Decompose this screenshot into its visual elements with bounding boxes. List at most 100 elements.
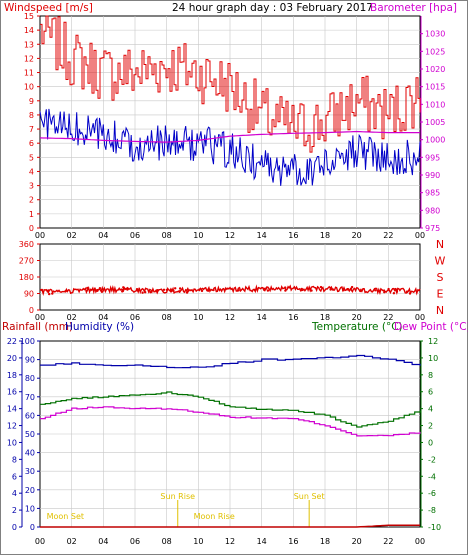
rainfall-tick-label: 10 xyxy=(7,438,17,447)
temperature-tick-label: -2 xyxy=(428,455,436,464)
wind-direction-point xyxy=(51,292,54,295)
temperature-tick-label: 0 xyxy=(428,438,433,447)
wind-direction-point xyxy=(395,290,399,293)
wind-direction-point xyxy=(310,289,313,292)
barometer-tick-label: 1020 xyxy=(425,65,445,74)
humidity-axis-label: Humidity (%) xyxy=(65,321,134,333)
wind-direction-point xyxy=(237,289,240,292)
windspeed-tick-label: 8 xyxy=(29,111,34,120)
temperature-tick-label: 10 xyxy=(428,354,438,363)
hour-tick-label: 00 xyxy=(415,231,425,240)
wind-direction-point xyxy=(165,288,169,292)
hour-tick-label: 20 xyxy=(352,313,362,322)
wind-direction-point xyxy=(149,291,152,294)
wind-direction-point xyxy=(200,289,204,293)
windspeed-tick-label: 4 xyxy=(29,167,34,176)
hour-tick-label: 12 xyxy=(225,231,235,240)
wind-direction-point xyxy=(331,288,334,291)
wind-direction-point xyxy=(178,287,182,290)
event-label: Moon Set xyxy=(47,512,84,521)
barometer-tick-label: 1030 xyxy=(425,30,445,39)
windspeed-tick-label: 1 xyxy=(29,210,34,219)
humidity-tick-label: 40 xyxy=(25,449,35,458)
wind-direction-point xyxy=(300,288,303,292)
compass-label: N xyxy=(436,304,444,317)
hour-tick-label: 18 xyxy=(320,537,330,546)
wind-direction-point xyxy=(172,289,175,292)
rainfall-tick-label: 4 xyxy=(12,489,17,498)
hour-tick-label: 00 xyxy=(415,537,425,546)
temperature-tick-label: -10 xyxy=(428,523,441,532)
wind-direction-point xyxy=(392,292,396,295)
hour-tick-label: 22 xyxy=(383,537,393,546)
rainfall-tick-label: 0 xyxy=(12,523,17,532)
wind-direction-point xyxy=(349,287,353,290)
barometer-tick-label: 975 xyxy=(425,224,440,233)
wind-direction-point xyxy=(156,289,159,292)
hour-tick-label: 02 xyxy=(67,313,77,322)
wind-direction-point xyxy=(319,285,323,289)
hour-tick-label: 16 xyxy=(288,231,298,240)
wind-direction-point xyxy=(206,289,210,292)
compass-label: E xyxy=(437,288,444,301)
wind-direction-series xyxy=(39,284,421,296)
wind-direction-point xyxy=(86,286,89,290)
compass-label: W xyxy=(435,255,446,268)
direction-tick-label: 180 xyxy=(19,273,34,282)
temperature-tick-label: 6 xyxy=(428,388,433,397)
wind-direction-point xyxy=(284,286,287,289)
hour-tick-label: 22 xyxy=(383,231,393,240)
wind-direction-point xyxy=(284,289,287,292)
humidity-tick-label: 60 xyxy=(25,411,35,420)
wind-direction-point xyxy=(40,288,44,292)
hour-tick-label: 00 xyxy=(35,313,45,322)
wind-direction-point xyxy=(346,288,350,291)
wind-direction-point xyxy=(262,287,266,290)
wind-direction-point xyxy=(169,290,173,293)
wind-direction-point xyxy=(185,291,189,294)
humidity-tick-label: 30 xyxy=(25,467,35,476)
windspeed-tick-label: 10 xyxy=(24,83,34,92)
temperature-tick-label: 2 xyxy=(428,422,433,431)
wind-direction-point xyxy=(342,289,345,292)
windspeed-tick-label: 7 xyxy=(29,125,34,134)
humidity-tick-label: 70 xyxy=(25,393,35,402)
rainfall-tick-label: 8 xyxy=(12,455,17,464)
windspeed-tick-label: 3 xyxy=(29,182,34,191)
rainfall-tick-label: 6 xyxy=(12,472,17,481)
hour-tick-label: 20 xyxy=(352,537,362,546)
humidity-tick-label: 80 xyxy=(25,374,35,383)
direction-tick-label: 0 xyxy=(29,306,34,315)
hour-tick-label: 00 xyxy=(35,537,45,546)
hour-tick-label: 06 xyxy=(130,313,140,322)
windspeed-tick-label: 5 xyxy=(29,153,34,162)
wind-direction-point xyxy=(178,290,181,293)
rainfall-tick-label: 18 xyxy=(7,371,17,380)
hour-tick-label: 08 xyxy=(162,537,172,546)
humidity-tick-label: 10 xyxy=(25,504,35,513)
windspeed-tick-label: 0 xyxy=(29,224,34,233)
temperature-tick-label: -6 xyxy=(428,489,436,498)
direction-tick-label: 90 xyxy=(24,290,34,299)
dewpoint-series-line xyxy=(40,406,421,437)
rainfall-tick-label: 22 xyxy=(7,337,17,346)
wind-direction-point xyxy=(64,290,67,293)
barometer-tick-label: 990 xyxy=(425,171,440,180)
barometer-tick-label: 980 xyxy=(425,206,440,215)
hour-tick-label: 08 xyxy=(162,313,172,322)
hour-tick-label: 06 xyxy=(130,231,140,240)
direction-tick-label: 360 xyxy=(19,240,34,249)
hour-tick-label: 16 xyxy=(288,537,298,546)
hour-tick-label: 04 xyxy=(98,231,108,240)
hour-tick-label: 18 xyxy=(320,231,330,240)
hour-tick-label: 12 xyxy=(225,313,235,322)
wind-direction-point xyxy=(394,287,397,291)
humidity-series-line xyxy=(40,354,421,369)
temperature-series-line xyxy=(40,391,421,428)
wind-direction-point xyxy=(374,289,377,292)
windspeed-tick-label: 14 xyxy=(24,26,34,35)
event-label: Moon Rise xyxy=(194,512,235,521)
hour-tick-label: 16 xyxy=(288,313,298,322)
windspeed-tick-label: 2 xyxy=(29,196,34,205)
